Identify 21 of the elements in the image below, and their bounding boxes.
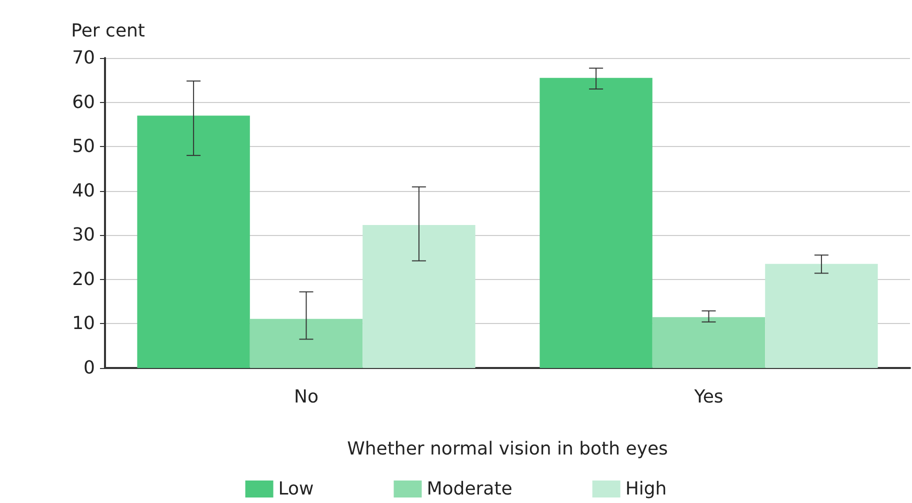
x-axis-title: Whether normal vision in both eyes bbox=[347, 438, 668, 460]
legend-label: High bbox=[625, 478, 667, 500]
bar bbox=[540, 78, 652, 368]
y-axis-title: Per cent bbox=[71, 20, 145, 42]
y-tick-label: 50 bbox=[72, 136, 95, 158]
bar bbox=[362, 224, 476, 368]
y-tick-label: 60 bbox=[72, 92, 95, 113]
y-tick-label: 30 bbox=[72, 224, 95, 246]
y-tick-label: 20 bbox=[72, 268, 95, 290]
y-tick-label: 40 bbox=[72, 180, 95, 202]
y-tick-label: 0 bbox=[84, 358, 95, 378]
y-tick-label: 70 bbox=[72, 48, 95, 68]
bar bbox=[652, 317, 766, 368]
x-tick-label: Yes bbox=[693, 386, 724, 408]
x-tick-label: No bbox=[294, 386, 318, 408]
bar bbox=[137, 116, 250, 368]
legend-label: Moderate bbox=[426, 478, 512, 500]
bar bbox=[250, 318, 363, 368]
y-tick-label: 10 bbox=[72, 313, 95, 334]
bar bbox=[765, 264, 878, 368]
legend-label: Low bbox=[278, 478, 314, 500]
